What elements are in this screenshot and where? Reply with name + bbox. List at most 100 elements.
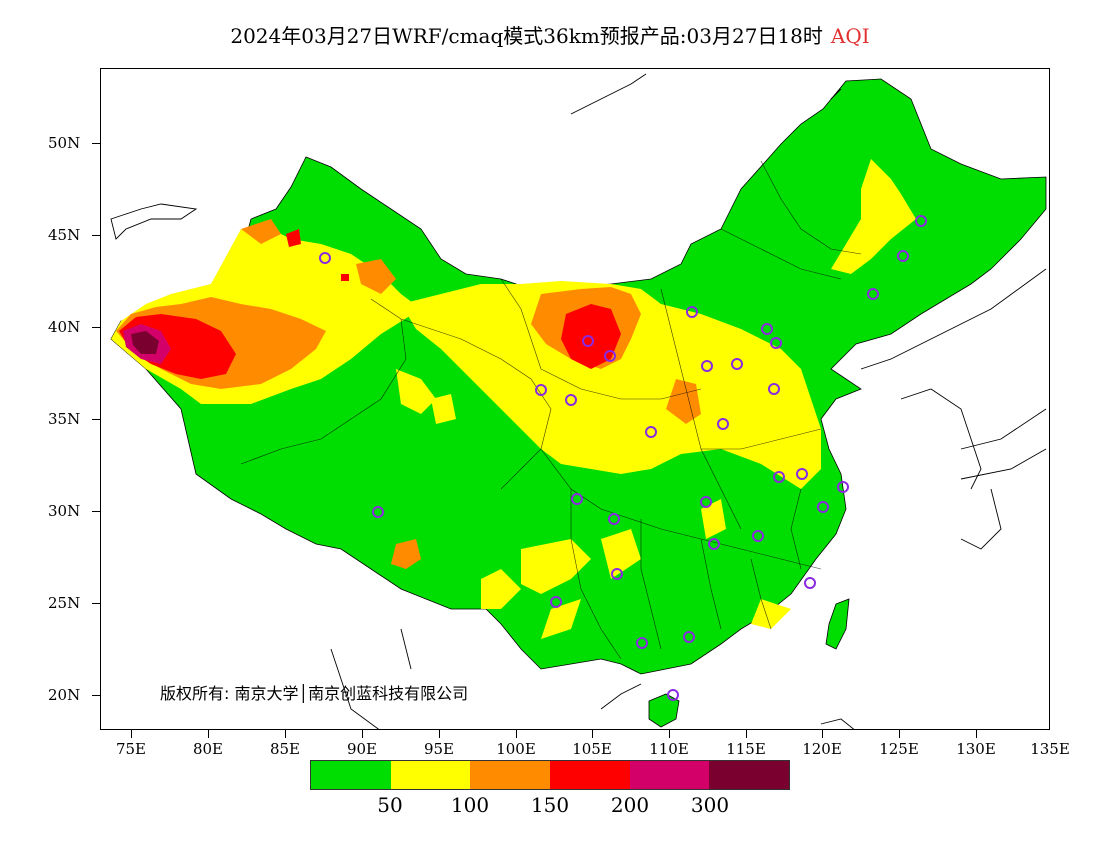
lon-label: 120E [802, 740, 842, 758]
map-title: 2024年03月27日WRF/cmaq模式36km预报产品:03月27日18时 A… [0, 20, 1100, 49]
lat-tick [92, 235, 100, 236]
lon-tick [746, 730, 747, 738]
moderate-zone-tarim-spot [396, 369, 456, 424]
lon-label: 115E [726, 740, 766, 758]
lat-label: 40N [48, 318, 81, 336]
usg-zone-tibet [391, 539, 421, 569]
lon-label: 80E [192, 740, 224, 758]
station-marker [817, 501, 829, 513]
usg-zone-xj-east [241, 219, 396, 294]
station-marker [582, 335, 594, 347]
legend-label: 50 [377, 793, 403, 817]
lon-tick [362, 730, 363, 738]
station-marker [768, 383, 780, 395]
legend-swatch [470, 761, 551, 789]
station-marker [804, 577, 816, 589]
station-marker [571, 493, 583, 505]
legend-swatch [390, 761, 471, 789]
lat-tick [92, 603, 100, 604]
lon-label: 125E [879, 740, 919, 758]
lon-tick [976, 730, 977, 738]
station-marker [773, 471, 785, 483]
legend-swatch [629, 761, 710, 789]
lon-label: 95E [423, 740, 455, 758]
lat-tick [92, 511, 100, 512]
station-marker [319, 252, 331, 264]
station-marker [686, 306, 698, 318]
legend-label: 150 [530, 793, 570, 817]
legend-swatch [709, 761, 790, 789]
station-marker [796, 468, 808, 480]
lon-label: 90E [346, 740, 378, 758]
lon-tick [131, 730, 132, 738]
lat-label: 45N [48, 226, 81, 244]
title-text: 2024年03月27日WRF/cmaq模式36km预报产品:03月27日18时 [230, 24, 823, 48]
station-marker [867, 288, 879, 300]
lon-label: 75E [115, 740, 147, 758]
lon-tick [899, 730, 900, 738]
station-marker [535, 384, 547, 396]
station-marker [897, 250, 909, 262]
lon-tick [669, 730, 670, 738]
station-marker [915, 215, 927, 227]
legend-label: 200 [610, 793, 650, 817]
lat-label: 50N [48, 134, 81, 152]
coastline-south [330, 628, 855, 729]
lat-tick [92, 143, 100, 144]
lat-label: 35N [48, 410, 81, 428]
lon-label: 85E [269, 740, 301, 758]
lat-label: 30N [48, 502, 81, 520]
station-marker [731, 358, 743, 370]
usg-zone-center [666, 379, 701, 424]
lon-label: 100E [496, 740, 536, 758]
lon-label: 110E [649, 740, 689, 758]
lon-label: 135E [1030, 740, 1070, 758]
lon-tick [285, 730, 286, 738]
station-marker [611, 568, 623, 580]
moderate-zone-northeast [831, 159, 916, 274]
lon-tick [592, 730, 593, 738]
lat-tick [92, 695, 100, 696]
station-marker [667, 689, 679, 701]
station-marker [708, 538, 720, 550]
lat-tick [92, 419, 100, 420]
station-marker [770, 337, 782, 349]
moderate-zone-south [481, 499, 791, 639]
station-marker [604, 350, 616, 362]
station-marker [683, 631, 695, 643]
lon-tick [516, 730, 517, 738]
hazardous-zone [131, 331, 159, 354]
station-marker [717, 418, 729, 430]
taiwan-island [825, 598, 850, 650]
aqi-map [110, 73, 1047, 729]
lat-label: 20N [48, 686, 81, 704]
station-marker [565, 394, 577, 406]
coastline-north [110, 73, 842, 240]
hainan-island [648, 693, 680, 728]
lon-tick [439, 730, 440, 738]
title-aqi-tag: AQI [830, 24, 870, 48]
lat-tick [92, 327, 100, 328]
map-panel[interactable] [100, 68, 1050, 730]
province-borders [240, 160, 862, 660]
station-marker [608, 513, 620, 525]
lon-tick [822, 730, 823, 738]
station-marker [701, 360, 713, 372]
station-markers [319, 215, 927, 701]
lon-label: 105E [572, 740, 612, 758]
station-marker [700, 496, 712, 508]
legend-label: 100 [450, 793, 490, 817]
unhealthy-spot-xj [286, 229, 349, 281]
station-marker [550, 596, 562, 608]
station-marker [372, 506, 384, 518]
station-marker [761, 323, 773, 335]
lat-label: 25N [48, 594, 81, 612]
lon-tick [208, 730, 209, 738]
legend-label: 300 [690, 793, 730, 817]
lon-label: 130E [956, 740, 996, 758]
moderate-zone-north [401, 281, 821, 489]
legend-swatch [550, 761, 630, 789]
aqi-legend [310, 760, 790, 790]
station-marker [645, 426, 657, 438]
station-marker [752, 530, 764, 542]
